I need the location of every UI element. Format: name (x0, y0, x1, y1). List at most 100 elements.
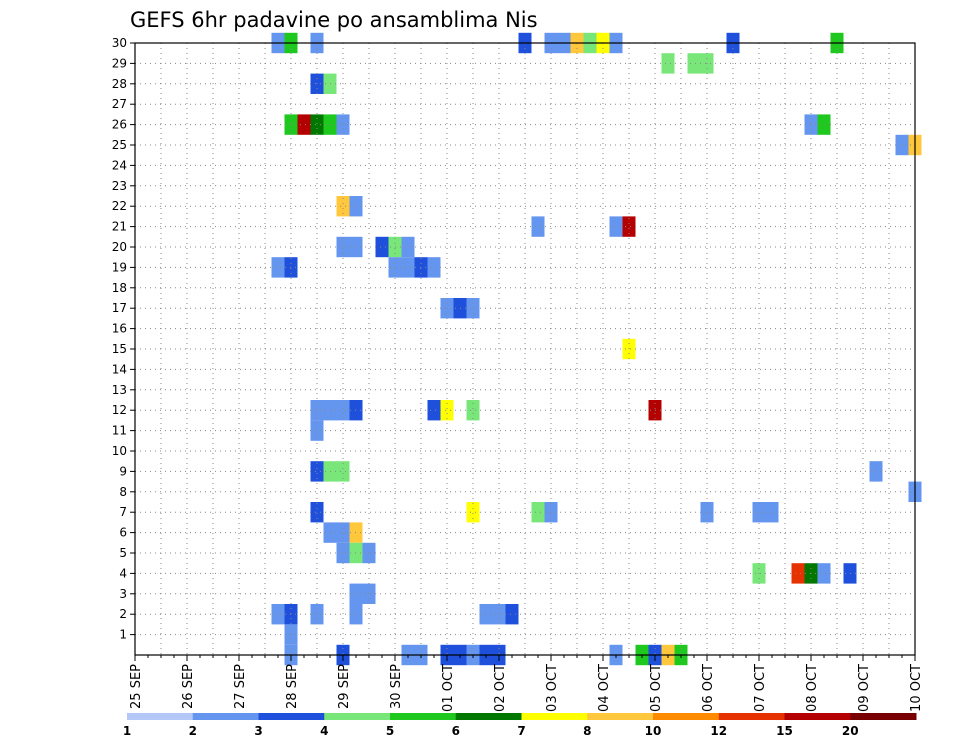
x-tick-label: 06 OCT (701, 664, 716, 712)
colorbar-label: 10 (645, 724, 662, 738)
colorbar-label: 4 (320, 724, 328, 738)
y-tick-label: 27 (112, 97, 127, 111)
precip-cell (466, 502, 480, 523)
colorbar-segment (455, 713, 522, 720)
y-tick-label: 13 (112, 383, 127, 397)
precip-cell (297, 114, 311, 135)
precip-cell (336, 196, 350, 217)
precip-cell (661, 53, 675, 74)
precip-cell (310, 502, 324, 523)
precip-cell (817, 563, 831, 584)
precip-cell (531, 216, 545, 237)
y-tick-label: 19 (112, 260, 127, 274)
precip-cell (336, 114, 350, 135)
y-tick-label: 22 (112, 199, 127, 213)
y-tick-label: 2 (119, 607, 127, 621)
precip-cell (336, 236, 350, 258)
colorbar-label: 8 (583, 724, 591, 738)
y-tick-label: 5 (119, 546, 127, 560)
colorbar-segment (390, 713, 457, 720)
colorbar-segment (324, 713, 391, 720)
precip-cell (375, 236, 389, 258)
chart-title: GEFS 6hr padavine po ansamblima Nis (130, 8, 538, 32)
y-tick-label: 8 (119, 485, 127, 499)
x-tick-label: 26 SEP (181, 664, 196, 709)
precip-cell (271, 604, 285, 625)
y-tick-label: 7 (119, 505, 127, 519)
colorbar-label: 6 (452, 724, 460, 738)
precip-cell (687, 53, 701, 74)
precip-cell (336, 400, 350, 421)
x-tick-label: 09 OCT (857, 664, 872, 712)
precip-cell (492, 604, 506, 625)
x-tick-label: 10 OCT (909, 664, 924, 712)
x-tick-label: 04 OCT (597, 664, 612, 712)
precip-cell (752, 502, 766, 523)
precip-cell (336, 461, 350, 482)
y-tick-label: 14 (112, 362, 127, 376)
x-tick-label: 25 SEP (129, 664, 144, 709)
colorbar-segment (127, 713, 194, 720)
y-tick-label: 3 (119, 587, 127, 601)
precip-cell (700, 502, 714, 523)
precip-cell (895, 134, 909, 156)
x-tick-label: 05 OCT (649, 664, 664, 712)
precip-cell (336, 522, 350, 543)
x-tick-label: 27 SEP (233, 664, 248, 709)
colorbar-segment (784, 713, 851, 720)
y-tick-label: 15 (112, 342, 127, 356)
precip-cell (427, 257, 441, 278)
x-tick-label: 03 OCT (545, 664, 560, 712)
y-tick-label: 20 (112, 240, 127, 254)
y-tick-label: 29 (112, 56, 127, 70)
precip-cell (401, 257, 415, 278)
y-tick-label: 16 (112, 322, 127, 336)
x-tick-label: 07 OCT (753, 664, 768, 712)
x-tick-label: 01 OCT (441, 664, 456, 712)
x-tick-label: 02 OCT (493, 664, 508, 712)
y-tick-label: 18 (112, 281, 127, 295)
y-tick-label: 17 (112, 301, 127, 315)
y-tick-label: 4 (119, 566, 127, 580)
x-axis-ticks: 25 SEP 26 SEP 27 SEP 28 SEP 29 SEP 30 SEP 01 O… (129, 655, 924, 712)
colorbar-label: 5 (386, 724, 394, 738)
precip-cell (791, 563, 805, 584)
precip-cell (531, 502, 545, 523)
precip-cell (817, 114, 831, 135)
y-tick-label: 12 (112, 403, 127, 417)
precip-cell (310, 461, 324, 482)
precip-cell (622, 216, 636, 237)
grid-lines (135, 43, 915, 655)
precip-cell (310, 114, 324, 135)
x-tick-label: 08 OCT (805, 664, 820, 712)
precip-cell (401, 236, 415, 258)
colorbar-label: 20 (842, 724, 859, 738)
colorbar-label: 2 (189, 724, 197, 738)
x-tick-label: 28 SEP (285, 664, 300, 709)
colorbar-label: 7 (517, 724, 525, 738)
precip-cell (466, 400, 480, 421)
y-tick-label: 10 (112, 444, 127, 458)
colorbar-segment (850, 713, 917, 720)
y-tick-label: 26 (112, 118, 127, 132)
precip-cell (765, 502, 779, 523)
colorbar-segment (521, 713, 588, 720)
y-tick-label: 21 (112, 220, 127, 234)
x-tick-label: 29 SEP (337, 664, 352, 709)
x-tick-label: 30 SEP (389, 664, 404, 709)
y-tick-label: 28 (112, 77, 127, 91)
y-tick-label: 24 (112, 158, 127, 172)
colorbar-label: 15 (776, 724, 793, 738)
precip-cell (440, 400, 454, 421)
y-tick-label: 23 (112, 179, 127, 193)
colorbar-label: 1 (123, 724, 131, 738)
colorbar-segment (258, 713, 325, 720)
colorbar: 1 2 3 4 5 6 7 8 10 12 15 20 (123, 713, 917, 738)
precip-cell (505, 604, 519, 625)
precip-cell (310, 420, 324, 441)
y-tick-label: 30 (112, 36, 127, 50)
y-tick-label: 9 (119, 464, 127, 478)
colorbar-segment (653, 713, 720, 720)
colorbar-segment (192, 713, 259, 720)
